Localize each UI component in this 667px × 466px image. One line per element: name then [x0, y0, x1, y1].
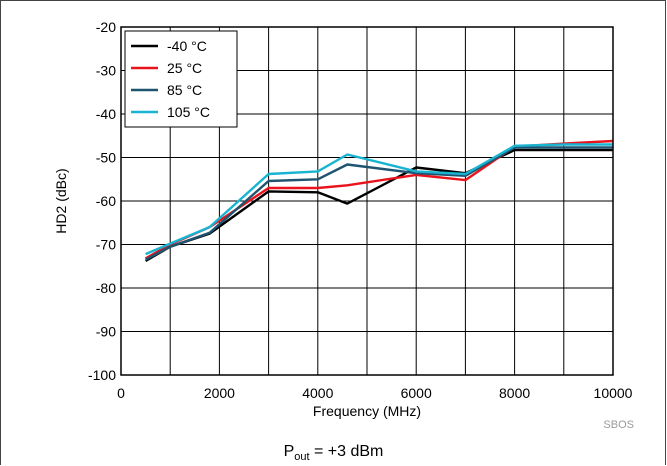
series-line-85c: [145, 146, 613, 261]
grid: [121, 27, 613, 375]
series-lines: [144, 139, 614, 263]
legend-entry: 105 °C: [167, 104, 210, 120]
y-tick-label: -80: [96, 280, 116, 296]
x-tick-label: 0: [117, 385, 125, 401]
y-tick-labels: -100 -90 -80 -70 -60 -50 -40 -30 -20: [88, 19, 116, 383]
legend-entry: 25 °C: [167, 60, 202, 76]
x-tick-label: 2000: [204, 385, 235, 401]
x-axis-label: Frequency (MHz): [313, 403, 421, 419]
y-tick-label: -40: [96, 106, 116, 122]
legend: -40 °C 25 °C 85 °C 105 °C: [124, 30, 238, 128]
series-line-105c: [145, 143, 613, 256]
y-tick-label: -50: [96, 150, 116, 166]
x-tick-label: 4000: [302, 385, 333, 401]
series-line-25c: [145, 139, 614, 260]
hd2-vs-frequency-chart: -100 -90 -80 -70 -60 -50 -40 -30 -20 0 2000 4000 60…: [53, 19, 634, 431]
y-tick-label: -100: [88, 367, 116, 383]
y-tick-label: -60: [96, 193, 116, 209]
y-tick-label: -70: [96, 237, 116, 253]
legend-entry: 85 °C: [167, 82, 202, 98]
caption-subscript: out: [294, 451, 310, 464]
y-tick-label: -20: [96, 19, 116, 35]
y-tick-label: -30: [96, 63, 116, 79]
x-tick-label: 6000: [401, 385, 432, 401]
x-tick-label: 8000: [499, 385, 530, 401]
caption-value: = +3 dBm: [309, 443, 384, 460]
caption-p: P: [283, 443, 295, 460]
x-tick-labels: 0 2000 4000 6000 8000 10000: [117, 385, 633, 401]
y-tick-label: -90: [96, 324, 116, 340]
legend-entry: -40 °C: [167, 38, 207, 54]
plot-area-border: [120, 26, 614, 376]
y-axis-label: HD2 (dBc): [53, 168, 69, 233]
chart-caption: Pout = +3 dBm: [0, 443, 667, 466]
x-tick-label: 10000: [594, 385, 633, 401]
watermark-text: SBOS: [603, 419, 634, 431]
